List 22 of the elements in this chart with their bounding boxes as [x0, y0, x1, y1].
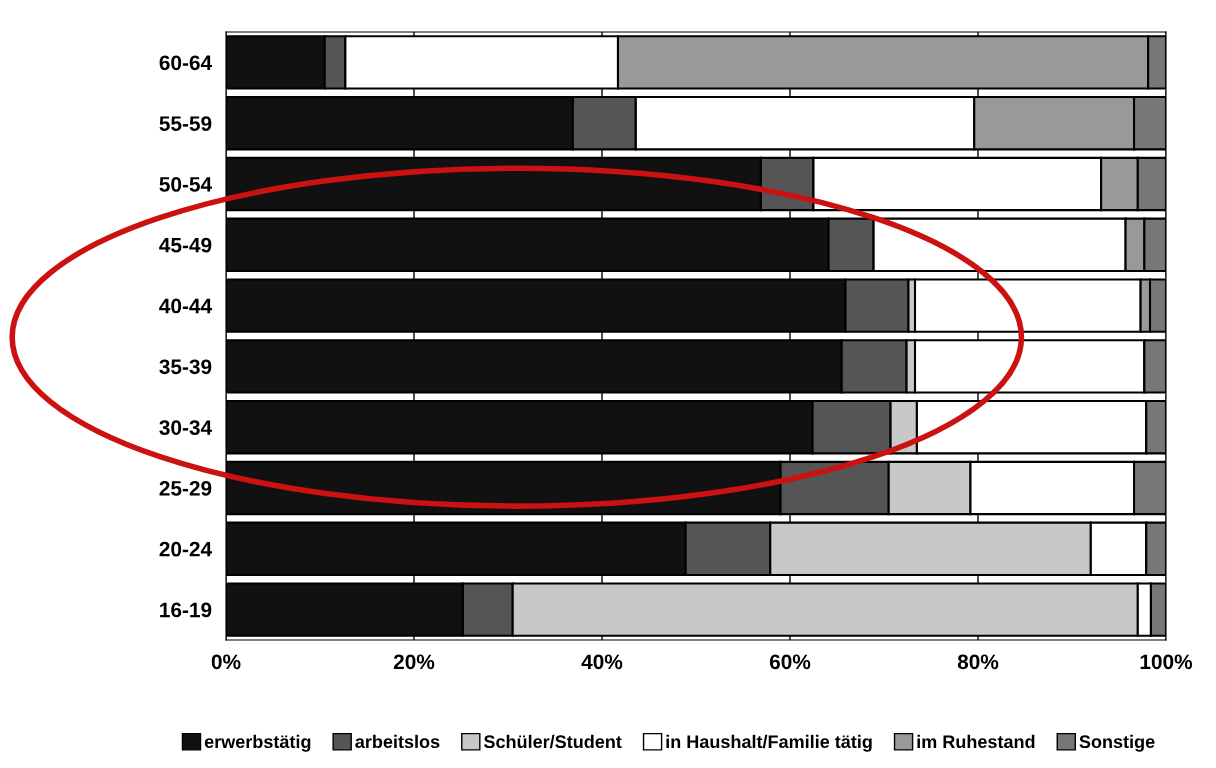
legend-label: Schüler/Student — [483, 734, 622, 749]
legend-label: in Haushalt/Familie tätig — [666, 734, 872, 752]
x-tick-label: 100% — [1140, 654, 1193, 670]
y-tick-label: 60-64 — [159, 55, 212, 71]
y-tick-label: 16-19 — [160, 602, 212, 618]
y-tick-label: 40-44 — [159, 298, 212, 314]
y-tick-label: 35-39 — [159, 359, 212, 375]
y-tick-label: 30-34 — [159, 420, 212, 435]
y-tick-label: 25-29 — [159, 481, 212, 496]
y-tick-label: 20-24 — [159, 541, 212, 557]
y-tick-label: 55-59 — [159, 116, 212, 131]
x-tick-label: 40% — [581, 654, 623, 670]
legend-label: Sonstige — [1079, 734, 1155, 752]
x-tick-label: 20% — [393, 654, 435, 670]
x-tick-label: 0% — [211, 654, 241, 670]
legend-label: im Ruhestand — [917, 734, 1035, 749]
legend-label: arbeitslos — [355, 734, 440, 749]
x-tick-label: 60% — [769, 654, 811, 670]
y-tick-label: 45-49 — [159, 237, 212, 253]
legend-label: erwerbstätig — [204, 734, 311, 752]
y-tick-label: 50-54 — [159, 177, 212, 192]
x-tick-label: 80% — [957, 654, 999, 670]
